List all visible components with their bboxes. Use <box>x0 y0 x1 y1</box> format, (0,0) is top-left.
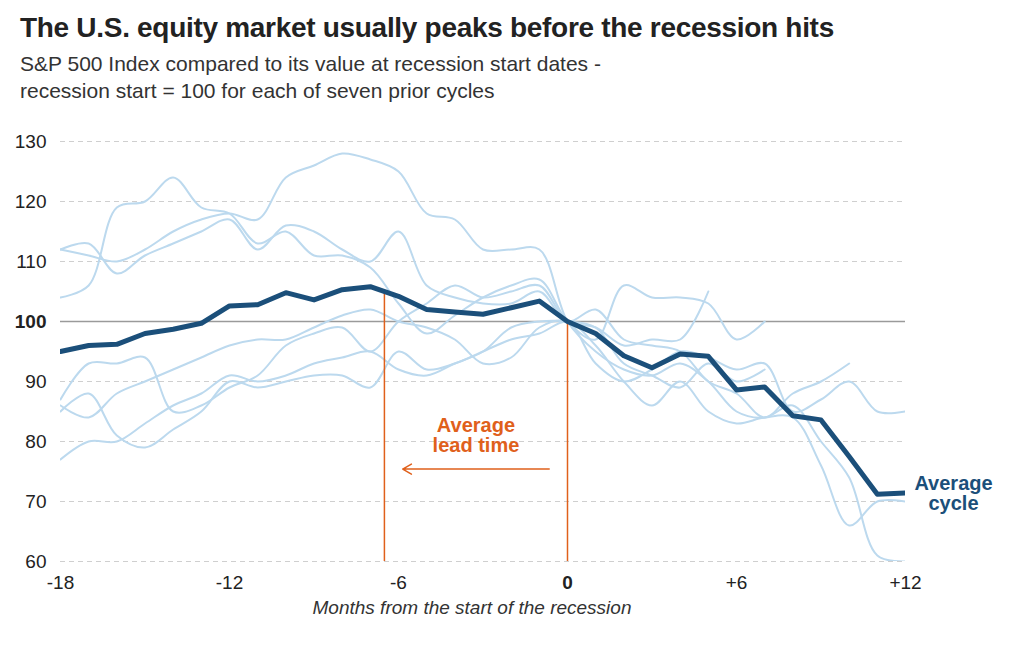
html-text:S&P 500 Index compared to its: S&P 500 Index compared to its value at r… <box>20 52 601 103</box>
svg-text:Averagelead time: Averagelead time <box>433 413 520 455</box>
html-text:Months from the start of the r: Months from the start of the recession <box>312 596 632 618</box>
html-text:The U.S. equity market usually: The U.S. equity market usually peaks bef… <box>20 12 834 43</box>
svg-text:Averagecycle: Averagecycle <box>914 471 992 513</box>
svg-text:-18: -18 <box>47 572 74 593</box>
svg-text:0: 0 <box>562 572 573 593</box>
svg-text:90: 90 <box>25 370 46 391</box>
svg-text:60: 60 <box>25 550 46 571</box>
svg-text:70: 70 <box>25 490 46 511</box>
svg-text:110: 110 <box>16 250 46 271</box>
svg-text:+6: +6 <box>726 572 748 593</box>
svg-text:100: 100 <box>15 310 47 331</box>
svg-text:-6: -6 <box>390 572 407 593</box>
svg-text:80: 80 <box>25 430 46 451</box>
svg-text:+12: +12 <box>889 572 921 593</box>
svg-text:120: 120 <box>15 190 47 211</box>
svg-text:130: 130 <box>15 130 47 151</box>
svg-text:-12: -12 <box>216 572 243 593</box>
